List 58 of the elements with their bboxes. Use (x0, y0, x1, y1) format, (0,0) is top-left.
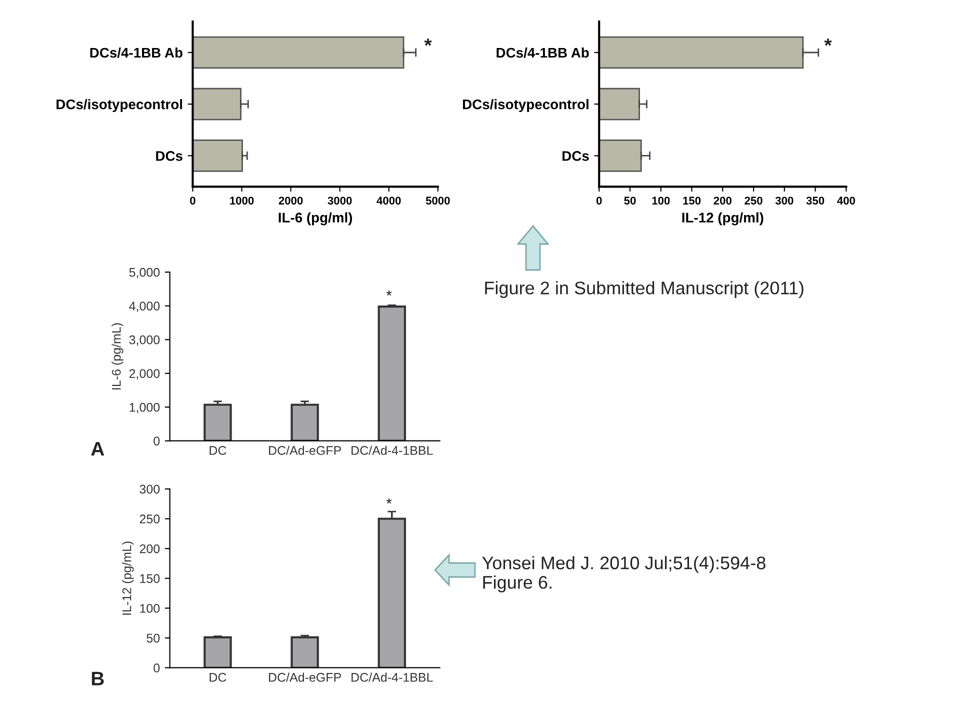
annotation: * (824, 38, 832, 46)
annotation: * (386, 290, 392, 296)
x-tick-label: 1000 (230, 196, 254, 205)
x-tick-label: 350 (806, 196, 824, 205)
y-tick-label: 1,000 (130, 402, 160, 414)
x-axis-title: IL-6 (pg/ml) (278, 212, 352, 226)
y-tick-label: 200 (140, 544, 160, 554)
annotation: * (386, 498, 392, 504)
bar (192, 36, 404, 69)
x-tick-label: 250 (744, 196, 762, 205)
x-tick-label: 150 (683, 196, 701, 205)
x-tick-label: 5000 (426, 196, 450, 205)
x-tick-label: DC/Ad-4-1BBL (352, 672, 433, 682)
y-tick-label: 300 (140, 484, 160, 494)
y-axis-title: IL-6 (pg/mL) (112, 323, 124, 390)
y-tick-label: DCs/isotypecontrol (462, 99, 588, 112)
bar (599, 36, 804, 69)
caption: Figure 2 in Submitted Manuscript (2011) (485, 281, 804, 298)
y-tick-label: DCs/4-1BB Ab (496, 47, 589, 58)
x-tick-label: DC (210, 446, 226, 455)
y-tick-label: 150 (140, 574, 160, 583)
x-tick-label: 0 (190, 196, 196, 205)
text: A (91, 442, 104, 456)
y-tick-label: 0 (154, 664, 160, 672)
x-tick-label: 3000 (328, 196, 352, 205)
y-tick-label: DCs (562, 151, 589, 161)
y-axis-title: IL-12 (pg/mL) (122, 542, 134, 615)
x-tick-label: 300 (775, 196, 794, 205)
x-tick-label: 4000 (376, 196, 401, 205)
text: B (92, 672, 104, 686)
bar (192, 140, 243, 172)
x-tick-label: 0 (596, 196, 602, 205)
x-tick-label: DC (210, 672, 226, 682)
x-tick-label: 2000 (278, 196, 303, 205)
y-tick-label: DCs (156, 151, 182, 161)
y-tick-label: DCs/isotypecontrol (56, 99, 182, 112)
y-tick-label: 50 (146, 634, 160, 643)
y-tick-label: DCs/4-1BB Ab (90, 47, 182, 58)
y-tick-label: 2,000 (129, 369, 160, 380)
annotation: * (424, 38, 432, 46)
bar (192, 88, 242, 120)
y-tick-label: 250 (140, 514, 160, 524)
y-tick-label: 100 (140, 604, 160, 613)
x-tick-label: DC/Ad-eGFP (269, 446, 341, 455)
x-tick-label: DC/Ad-eGFP (269, 672, 341, 682)
text: Yonsei Med J. 2010 Jul;51(4):594-8 Figure 6. (482, 556, 766, 592)
x-tick-label: DC/Ad-4-1BBL (352, 446, 433, 455)
x-tick-label: 100 (652, 196, 670, 205)
x-tick-label: 200 (714, 196, 732, 205)
y-tick-label: 5,000 (129, 268, 160, 278)
x-tick-label: 50 (624, 196, 636, 205)
y-tick-label: 4,000 (129, 302, 160, 312)
y-tick-label: 3,000 (129, 335, 160, 346)
x-tick-label: 400 (837, 196, 856, 205)
bar (599, 88, 640, 120)
bar (599, 140, 642, 172)
x-axis-title: IL-12 (pg/ml) (682, 212, 764, 226)
y-tick-label: 0 (154, 436, 160, 446)
